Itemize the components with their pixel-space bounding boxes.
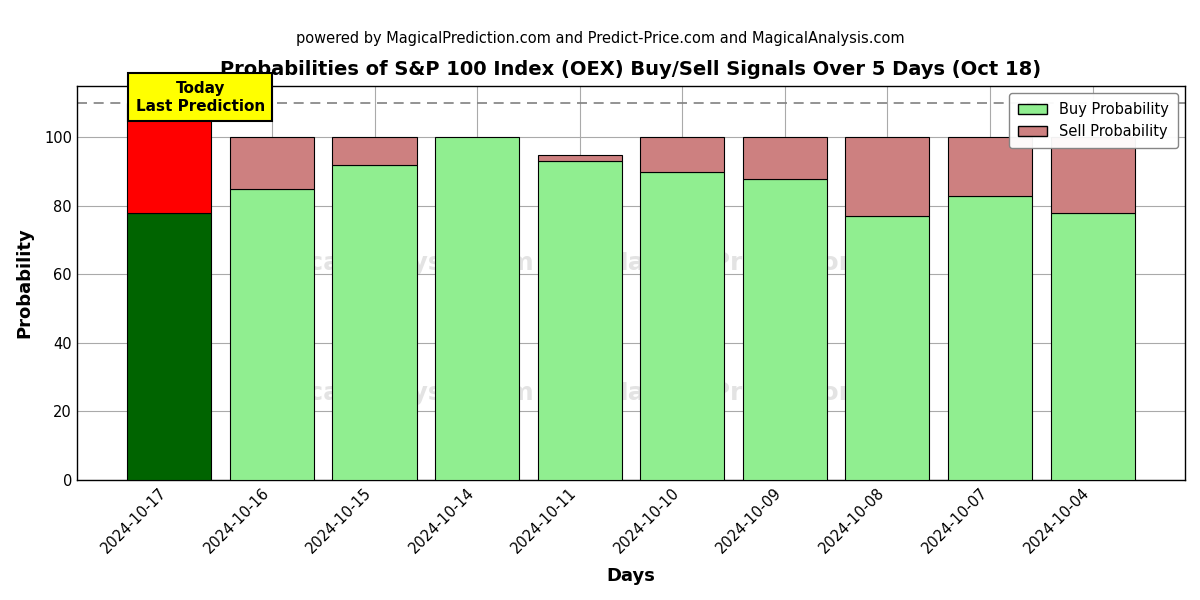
Bar <box>641 172 725 480</box>
Y-axis label: Probability: Probability <box>14 227 32 338</box>
Text: MagicalPrediction.com: MagicalPrediction.com <box>604 382 924 406</box>
Text: Today
Last Prediction: Today Last Prediction <box>136 81 265 113</box>
X-axis label: Days: Days <box>606 567 655 585</box>
Bar <box>641 137 725 172</box>
Bar <box>538 161 622 480</box>
Bar <box>230 189 314 480</box>
Text: MagicalPrediction.com: MagicalPrediction.com <box>604 251 924 275</box>
Bar <box>332 165 416 480</box>
Legend: Buy Probability, Sell Probability: Buy Probability, Sell Probability <box>1009 94 1177 148</box>
Bar <box>127 213 211 480</box>
Bar <box>845 137 930 216</box>
Bar <box>948 196 1032 480</box>
Title: Probabilities of S&P 100 Index (OEX) Buy/Sell Signals Over 5 Days (Oct 18): Probabilities of S&P 100 Index (OEX) Buy… <box>221 60 1042 79</box>
Bar <box>743 137 827 179</box>
Bar <box>948 137 1032 196</box>
Bar <box>127 103 211 213</box>
Bar <box>332 137 416 165</box>
Bar <box>845 216 930 480</box>
Text: MagicalAnalysis.com: MagicalAnalysis.com <box>240 382 534 406</box>
Text: MagicalAnalysis.com: MagicalAnalysis.com <box>240 251 534 275</box>
Bar <box>1050 213 1135 480</box>
Bar <box>538 155 622 161</box>
Bar <box>436 137 520 480</box>
Bar <box>230 137 314 189</box>
Bar <box>743 179 827 480</box>
Text: powered by MagicalPrediction.com and Predict-Price.com and MagicalAnalysis.com: powered by MagicalPrediction.com and Pre… <box>295 31 905 46</box>
Bar <box>1050 137 1135 213</box>
